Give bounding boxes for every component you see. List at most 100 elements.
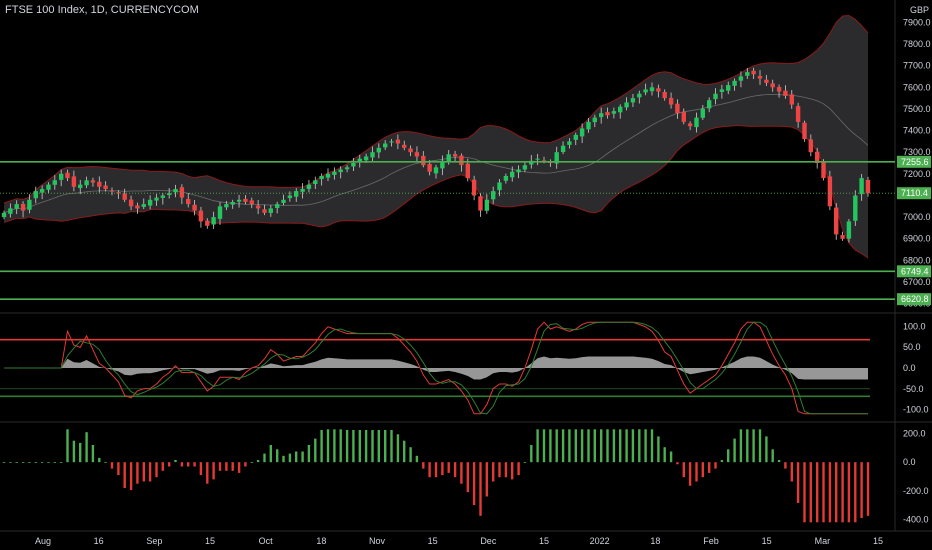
- histogram-bar: [276, 449, 279, 463]
- level-label: 6620.8: [901, 294, 929, 304]
- histogram-bar: [466, 462, 469, 493]
- candle-body: [516, 169, 521, 173]
- candle-body: [687, 123, 693, 127]
- candle-body: [109, 190, 115, 192]
- histogram-bar: [580, 429, 584, 463]
- candle-body: [821, 161, 826, 179]
- candle-body: [71, 176, 77, 187]
- candle-body: [745, 72, 750, 76]
- candle-body: [236, 199, 242, 202]
- histogram-bar: [479, 462, 482, 516]
- candle-body: [84, 180, 89, 186]
- price-tick-label: 6700.0: [903, 277, 931, 287]
- candle-body: [33, 191, 38, 199]
- x-tick-label: 15: [873, 536, 883, 546]
- candle-body: [20, 203, 26, 211]
- candle-body: [567, 141, 572, 145]
- candle-body: [764, 79, 769, 83]
- price-tick-label: 6800.0: [903, 255, 931, 265]
- candle-body: [789, 94, 794, 105]
- candle-body: [389, 141, 394, 143]
- candle-body: [579, 128, 585, 137]
- histogram-bar: [85, 432, 88, 463]
- candle-body: [560, 145, 566, 152]
- candle-body: [14, 204, 19, 209]
- histogram-bar: [2, 462, 6, 463]
- candle-body: [421, 155, 426, 166]
- histogram-bar: [536, 429, 539, 463]
- histogram-bar: [352, 430, 355, 463]
- histogram-bar: [816, 462, 819, 523]
- candle-body: [802, 122, 807, 140]
- level-label: 6749.4: [901, 266, 929, 276]
- x-tick-label: 15: [428, 536, 438, 546]
- histogram-bar: [377, 430, 380, 463]
- histogram-bar: [237, 462, 241, 473]
- candle-body: [592, 117, 597, 123]
- histogram-bar: [600, 429, 603, 463]
- candle-body: [783, 90, 788, 96]
- candle-body: [198, 210, 204, 222]
- histogram-bar: [485, 462, 488, 497]
- candle-body: [643, 89, 648, 93]
- candle-body: [630, 98, 636, 103]
- histogram-bar: [28, 462, 31, 463]
- histogram-bar: [790, 462, 793, 482]
- candle-body: [808, 139, 813, 153]
- candle-body: [853, 195, 858, 221]
- candle-body: [179, 187, 185, 198]
- price-tick-label: 7400.0: [903, 126, 931, 136]
- candle-body: [599, 113, 604, 118]
- candle-body: [1, 212, 7, 218]
- candle-body: [268, 208, 273, 213]
- histogram-bar: [746, 429, 749, 463]
- candle-body: [376, 147, 381, 153]
- histogram-bar: [752, 429, 755, 463]
- price-tick-label: 6900.0: [903, 234, 931, 244]
- candle-body: [510, 171, 515, 178]
- candle-body: [815, 151, 820, 163]
- bollinger-band-fill: [4, 15, 868, 258]
- candle-body: [154, 197, 159, 201]
- histogram-bar: [244, 462, 247, 467]
- histogram-bar: [136, 462, 139, 484]
- histogram-bar: [53, 462, 56, 463]
- candle-body: [357, 158, 362, 162]
- candle-body: [224, 204, 229, 208]
- histogram-bar: [663, 447, 666, 463]
- oscillator-tick-label: -100.0: [903, 405, 929, 415]
- histogram-bar: [79, 442, 82, 463]
- histogram-bar: [415, 455, 419, 463]
- x-tick-label: 18: [316, 536, 326, 546]
- histogram-bar: [104, 462, 107, 463]
- candle-body: [319, 176, 324, 179]
- histogram-bar: [682, 462, 685, 478]
- histogram-bar: [326, 429, 330, 463]
- candle-body: [770, 83, 775, 88]
- candle-body: [325, 173, 331, 178]
- x-tick-label: Dec: [480, 536, 497, 546]
- candle-body: [135, 205, 140, 209]
- candle-body: [408, 148, 413, 153]
- histogram-bar: [390, 430, 393, 463]
- candle-body: [554, 152, 559, 164]
- histogram-bar: [523, 462, 527, 463]
- histogram-bar: [422, 462, 425, 469]
- candle-body: [751, 70, 756, 75]
- candle-body: [611, 111, 617, 114]
- candle-body: [103, 185, 108, 189]
- candle-body: [332, 171, 337, 175]
- candle-body: [719, 89, 725, 92]
- candle-body: [465, 163, 470, 179]
- histogram-bar: [517, 462, 520, 476]
- candle-body: [243, 198, 248, 202]
- level-label-badge: [897, 265, 931, 278]
- candle-body: [167, 193, 172, 195]
- histogram-bar: [142, 462, 145, 482]
- price-tick-label: 7800.0: [903, 39, 931, 49]
- histogram-bar: [574, 429, 577, 463]
- histogram-bar: [98, 457, 101, 463]
- currency-label: GBP: [910, 5, 929, 15]
- candle-body: [675, 103, 680, 114]
